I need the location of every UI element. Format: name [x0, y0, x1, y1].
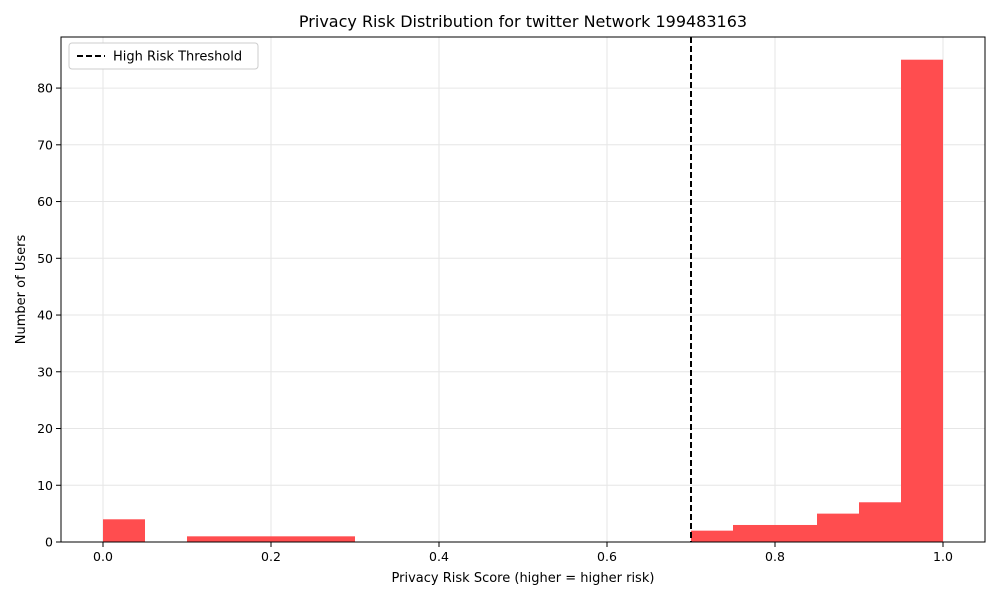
y-axis-ticks: 0 10 20 30 40 50 60 70 80	[37, 81, 61, 550]
histogram-bar	[313, 536, 355, 542]
histogram-bar	[691, 530, 733, 542]
y-axis-label: Number of Users	[14, 235, 29, 345]
plot-frame	[60, 36, 986, 543]
chart-title: Privacy Risk Distribution for twitter Ne…	[299, 12, 747, 31]
histogram-bar	[229, 536, 271, 542]
legend: High Risk Threshold	[68, 42, 259, 70]
x-tick-label: 1.0	[933, 549, 953, 564]
y-tick-label: 80	[37, 81, 53, 96]
x-tick-label: 0.6	[597, 549, 617, 564]
histogram-bar	[901, 59, 943, 543]
x-axis-ticks: 0.0 0.2 0.4 0.6 0.8 1.0	[93, 542, 953, 564]
y-tick-label: 20	[37, 421, 53, 436]
legend-box	[68, 42, 259, 70]
y-tick-label: 50	[37, 251, 53, 266]
histogram-bar	[775, 524, 817, 542]
y-tick-label: 30	[37, 364, 53, 379]
x-tick-label: 0.8	[765, 549, 785, 564]
y-tick-label: 60	[37, 194, 53, 209]
histogram-bar	[103, 519, 145, 542]
histogram-bar	[817, 513, 859, 542]
grid	[61, 37, 985, 543]
y-tick-label: 0	[45, 535, 53, 550]
y-tick-label: 70	[37, 137, 53, 152]
y-tick-label: 10	[37, 478, 53, 493]
histogram-bar	[187, 536, 229, 542]
bars	[103, 59, 943, 543]
x-tick-label: 0.4	[429, 549, 449, 564]
x-tick-label: 0.0	[93, 549, 113, 564]
x-axis-label: Privacy Risk Score (higher = higher risk…	[392, 571, 655, 586]
histogram-bar	[271, 536, 313, 542]
x-tick-label: 0.2	[261, 549, 281, 564]
legend-label: High Risk Threshold	[113, 50, 242, 65]
y-tick-label: 40	[37, 308, 53, 323]
histogram-bar	[859, 502, 901, 542]
histogram-bar	[733, 524, 775, 542]
